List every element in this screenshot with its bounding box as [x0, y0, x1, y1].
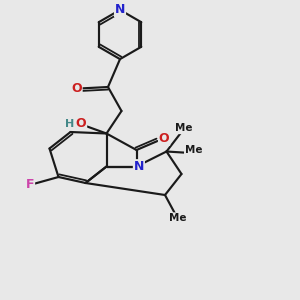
- Text: Me: Me: [185, 145, 202, 155]
- Text: N: N: [115, 3, 125, 16]
- Text: O: O: [71, 82, 82, 95]
- Text: Me: Me: [175, 123, 193, 134]
- Text: N: N: [134, 160, 144, 173]
- Text: O: O: [159, 132, 170, 145]
- Text: H: H: [65, 118, 74, 129]
- Text: Me: Me: [169, 213, 186, 223]
- Text: O: O: [76, 117, 86, 130]
- Text: F: F: [26, 178, 34, 191]
